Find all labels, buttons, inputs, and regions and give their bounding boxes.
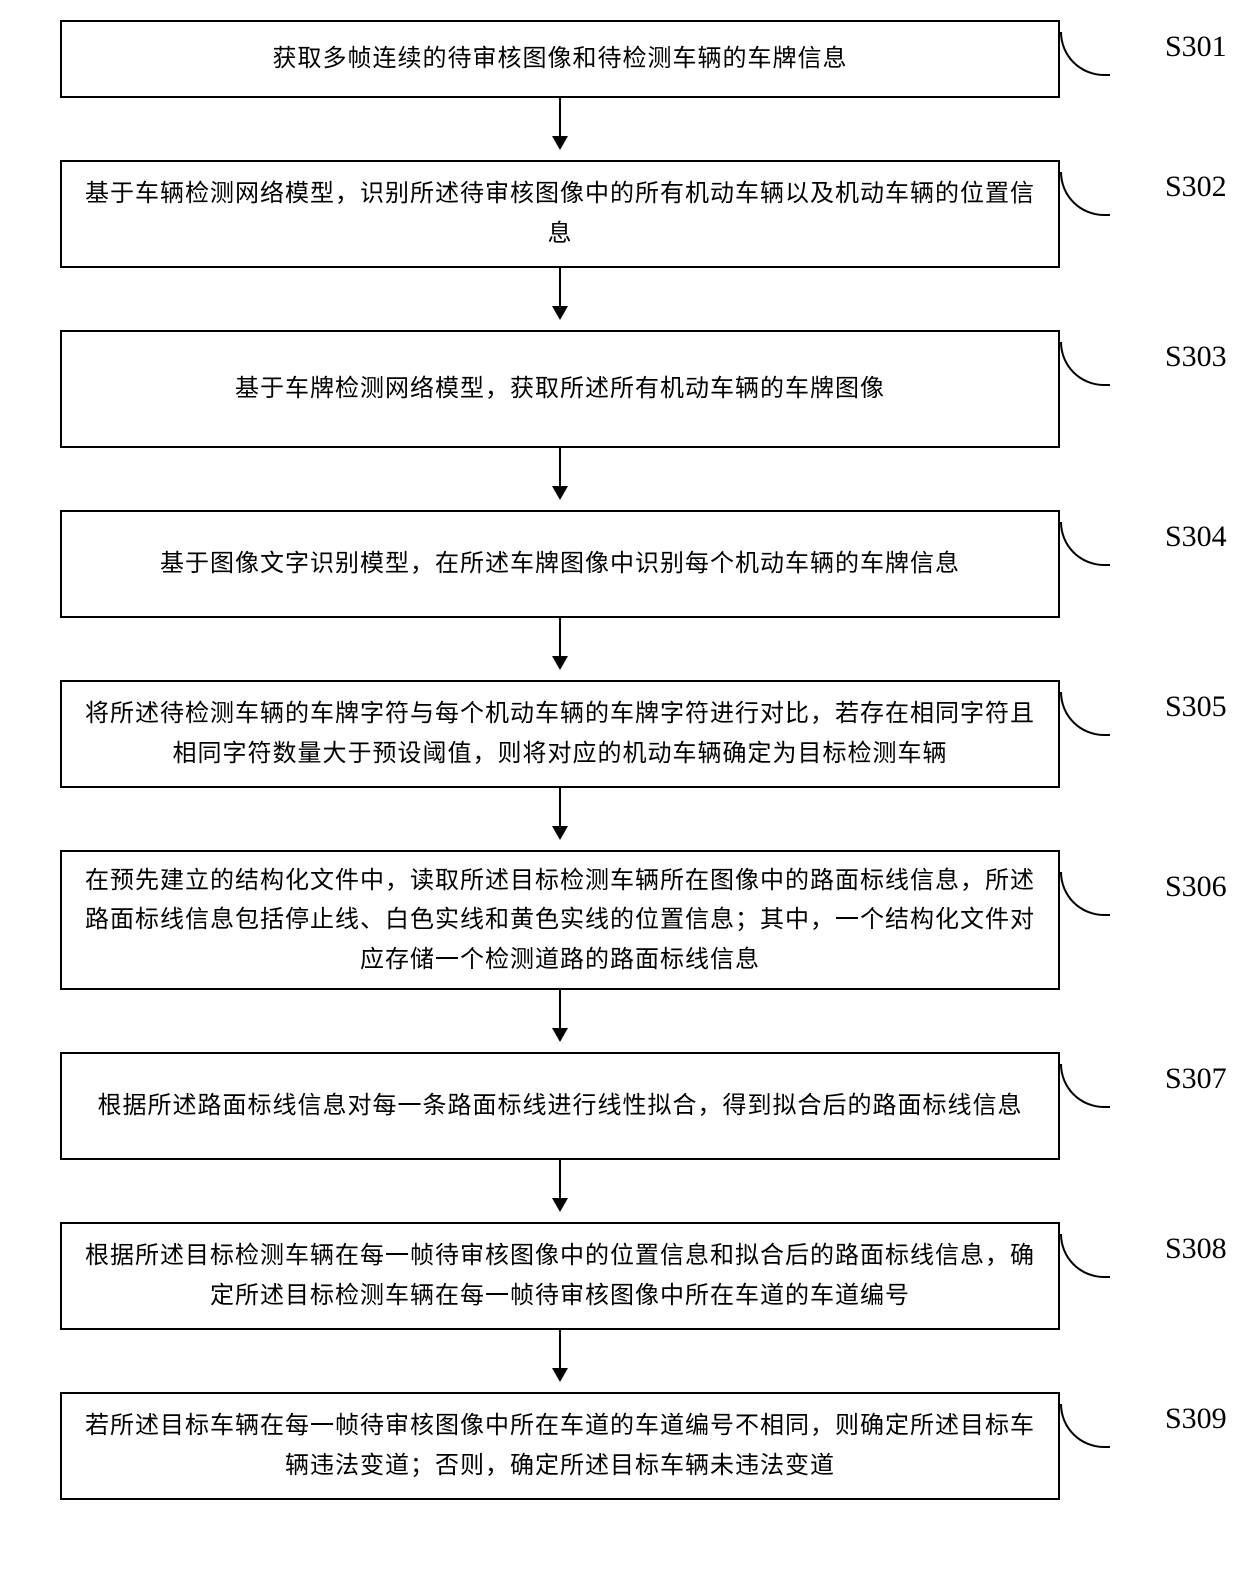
flow-node-text: 在预先建立的结构化文件中，读取所述目标检测车辆所在图像中的路面标线信息，所述路面… bbox=[82, 861, 1038, 980]
flowchart-canvas: 获取多帧连续的待审核图像和待检测车辆的车牌信息 S301 基于车辆检测网络模型，识别… bbox=[0, 0, 1240, 1584]
label-connector bbox=[1060, 32, 1110, 76]
step-label-S304: S304 bbox=[1165, 520, 1227, 554]
label-connector bbox=[1060, 342, 1110, 386]
flow-node-text: 根据所述路面标线信息对每一条路面标线进行线性拟合，得到拟合后的路面标线信息 bbox=[98, 1086, 1023, 1126]
flow-node-S305: 将所述待检测车辆的车牌字符与每个机动车辆的车牌字符进行对比，若存在相同字符且相同… bbox=[60, 680, 1060, 788]
label-connector bbox=[1060, 1404, 1110, 1448]
flow-node-S309: 若所述目标车辆在每一帧待审核图像中所在车道的车道编号不相同，则确定所述目标车辆违… bbox=[60, 1392, 1060, 1500]
flow-node-S301: 获取多帧连续的待审核图像和待检测车辆的车牌信息 bbox=[60, 20, 1060, 98]
flow-node-text: 获取多帧连续的待审核图像和待检测车辆的车牌信息 bbox=[273, 39, 848, 79]
arrow-down-icon bbox=[559, 788, 561, 838]
flow-node-text: 将所述待检测车辆的车牌字符与每个机动车辆的车牌字符进行对比，若存在相同字符且相同… bbox=[82, 694, 1038, 773]
arrow-down-icon bbox=[559, 990, 561, 1040]
label-connector bbox=[1060, 1064, 1110, 1108]
step-label-S307: S307 bbox=[1165, 1062, 1227, 1096]
arrow-down-icon bbox=[559, 618, 561, 668]
label-connector bbox=[1060, 872, 1110, 916]
arrow-down-icon bbox=[559, 98, 561, 148]
flow-node-text: 基于车辆检测网络模型，识别所述待审核图像中的所有机动车辆以及机动车辆的位置信息 bbox=[82, 174, 1038, 253]
step-label-S309: S309 bbox=[1165, 1402, 1227, 1436]
arrow-down-icon bbox=[559, 1160, 561, 1210]
step-label-S301: S301 bbox=[1165, 30, 1227, 64]
flow-node-S303: 基于车牌检测网络模型，获取所述所有机动车辆的车牌图像 bbox=[60, 330, 1060, 448]
flow-node-S302: 基于车辆检测网络模型，识别所述待审核图像中的所有机动车辆以及机动车辆的位置信息 bbox=[60, 160, 1060, 268]
flow-node-text: 基于车牌检测网络模型，获取所述所有机动车辆的车牌图像 bbox=[235, 369, 885, 409]
arrow-down-icon bbox=[559, 268, 561, 318]
flow-node-text: 基于图像文字识别模型，在所述车牌图像中识别每个机动车辆的车牌信息 bbox=[160, 544, 960, 584]
arrow-down-icon bbox=[559, 448, 561, 498]
step-label-S305: S305 bbox=[1165, 690, 1227, 724]
flow-node-S308: 根据所述目标检测车辆在每一帧待审核图像中的位置信息和拟合后的路面标线信息，确定所… bbox=[60, 1222, 1060, 1330]
flow-node-text: 若所述目标车辆在每一帧待审核图像中所在车道的车道编号不相同，则确定所述目标车辆违… bbox=[82, 1406, 1038, 1485]
arrow-down-icon bbox=[559, 1330, 561, 1380]
step-label-S308: S308 bbox=[1165, 1232, 1227, 1266]
label-connector bbox=[1060, 522, 1110, 566]
step-label-S302: S302 bbox=[1165, 170, 1227, 204]
flow-node-text: 根据所述目标检测车辆在每一帧待审核图像中的位置信息和拟合后的路面标线信息，确定所… bbox=[82, 1236, 1038, 1315]
label-connector bbox=[1060, 1234, 1110, 1278]
step-label-S303: S303 bbox=[1165, 340, 1227, 374]
step-label-S306: S306 bbox=[1165, 870, 1227, 904]
flow-node-S304: 基于图像文字识别模型，在所述车牌图像中识别每个机动车辆的车牌信息 bbox=[60, 510, 1060, 618]
label-connector bbox=[1060, 692, 1110, 736]
flow-node-S307: 根据所述路面标线信息对每一条路面标线进行线性拟合，得到拟合后的路面标线信息 bbox=[60, 1052, 1060, 1160]
label-connector bbox=[1060, 172, 1110, 216]
flow-node-S306: 在预先建立的结构化文件中，读取所述目标检测车辆所在图像中的路面标线信息，所述路面… bbox=[60, 850, 1060, 990]
